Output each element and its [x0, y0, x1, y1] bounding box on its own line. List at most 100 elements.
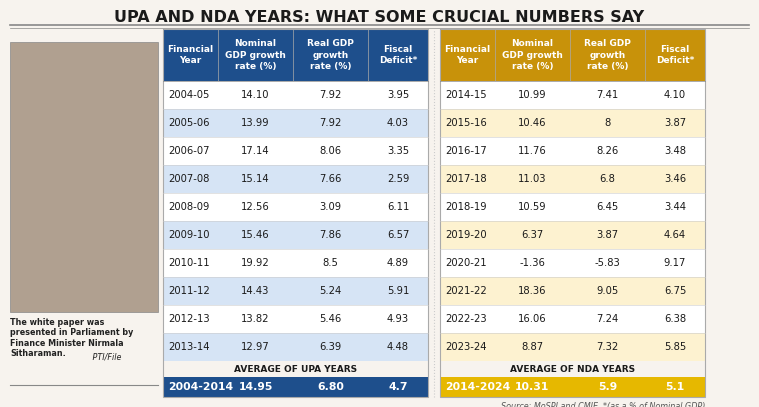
Text: 13.99: 13.99	[241, 118, 269, 128]
Text: Nominal
GDP growth
rate (%): Nominal GDP growth rate (%)	[502, 39, 563, 70]
Text: UPA AND NDA YEARS: WHAT SOME CRUCIAL NUMBERS SAY: UPA AND NDA YEARS: WHAT SOME CRUCIAL NUM…	[115, 10, 644, 25]
Bar	[440, 333, 705, 361]
Text: 5.24: 5.24	[320, 286, 342, 296]
Text: 3.35: 3.35	[387, 146, 409, 156]
Bar	[163, 193, 428, 221]
Text: Source: MoSPI and CMIE, *(as a % of Nominal GDP): Source: MoSPI and CMIE, *(as a % of Nomi…	[501, 402, 705, 407]
Text: 2009-10: 2009-10	[168, 230, 209, 240]
Text: 4.48: 4.48	[387, 342, 409, 352]
Bar	[440, 109, 705, 137]
Text: 9.17: 9.17	[664, 258, 686, 268]
Text: 6.37: 6.37	[521, 230, 543, 240]
Text: 3.46: 3.46	[664, 174, 686, 184]
Text: AVERAGE OF NDA YEARS: AVERAGE OF NDA YEARS	[510, 365, 635, 374]
Text: 2018-19: 2018-19	[445, 202, 487, 212]
Text: 7.41: 7.41	[597, 90, 619, 100]
Text: Fiscal
Deficit*: Fiscal Deficit*	[656, 45, 694, 65]
Text: 2007-08: 2007-08	[168, 174, 209, 184]
Text: 2016-17: 2016-17	[445, 146, 487, 156]
Text: 2017-18: 2017-18	[445, 174, 487, 184]
Text: 3.09: 3.09	[320, 202, 342, 212]
Text: 2015-16: 2015-16	[445, 118, 487, 128]
Text: 14.10: 14.10	[241, 90, 269, 100]
Text: 2022-23: 2022-23	[445, 314, 487, 324]
Text: 16.06: 16.06	[518, 314, 546, 324]
Bar	[163, 165, 428, 193]
Text: 6.11: 6.11	[387, 202, 409, 212]
Text: 3.87: 3.87	[597, 230, 619, 240]
Bar	[10, 42, 158, 312]
Text: 2014-2024: 2014-2024	[445, 382, 510, 392]
Text: 7.32: 7.32	[597, 342, 619, 352]
Text: 8.87: 8.87	[521, 342, 543, 352]
Text: 12.56: 12.56	[241, 202, 270, 212]
Text: 10.59: 10.59	[518, 202, 546, 212]
Bar	[440, 249, 705, 277]
Text: 5.46: 5.46	[320, 314, 342, 324]
Text: The white paper was
presented in Parliament by
Finance Minister Nirmala
Sitharam: The white paper was presented in Parliam…	[10, 318, 134, 358]
Bar	[163, 137, 428, 165]
Bar	[440, 81, 705, 109]
Text: -5.83: -5.83	[594, 258, 620, 268]
Text: 4.64: 4.64	[664, 230, 686, 240]
Bar	[163, 29, 428, 81]
Text: 15.46: 15.46	[241, 230, 269, 240]
Text: Real GDP
growth
rate (%): Real GDP growth rate (%)	[307, 39, 354, 70]
Text: 6.57: 6.57	[387, 230, 409, 240]
Text: 2019-20: 2019-20	[445, 230, 487, 240]
Text: 7.66: 7.66	[320, 174, 342, 184]
Text: 5.85: 5.85	[664, 342, 686, 352]
Text: 3.95: 3.95	[387, 90, 409, 100]
Text: 5.9: 5.9	[598, 382, 617, 392]
Text: AVERAGE OF UPA YEARS: AVERAGE OF UPA YEARS	[234, 365, 357, 374]
Bar	[163, 29, 428, 397]
Bar	[163, 109, 428, 137]
Text: 5.1: 5.1	[666, 382, 685, 392]
Text: 2023-24: 2023-24	[445, 342, 487, 352]
Text: 4.10: 4.10	[664, 90, 686, 100]
Bar	[440, 305, 705, 333]
Bar	[163, 221, 428, 249]
Text: 12.97: 12.97	[241, 342, 270, 352]
Text: 4.89: 4.89	[387, 258, 409, 268]
Text: 14.43: 14.43	[241, 286, 269, 296]
Text: 6.38: 6.38	[664, 314, 686, 324]
Text: 17.14: 17.14	[241, 146, 269, 156]
Bar	[440, 221, 705, 249]
Text: Fiscal
Deficit*: Fiscal Deficit*	[379, 45, 417, 65]
Text: 2014-15: 2014-15	[445, 90, 487, 100]
Text: 3.44: 3.44	[664, 202, 686, 212]
Text: 2004-2014: 2004-2014	[168, 382, 233, 392]
Text: 15.14: 15.14	[241, 174, 269, 184]
Text: 2013-14: 2013-14	[168, 342, 209, 352]
Text: 11.03: 11.03	[518, 174, 546, 184]
Text: 2011-12: 2011-12	[168, 286, 209, 296]
Text: 2008-09: 2008-09	[168, 202, 209, 212]
Text: 8.06: 8.06	[320, 146, 342, 156]
Text: Nominal
GDP growth
rate (%): Nominal GDP growth rate (%)	[225, 39, 286, 70]
Bar	[440, 361, 705, 377]
Text: 3.87: 3.87	[664, 118, 686, 128]
Text: 14.95: 14.95	[238, 382, 272, 392]
Text: 7.92: 7.92	[320, 118, 342, 128]
Text: 6.75: 6.75	[664, 286, 686, 296]
Text: 2005-06: 2005-06	[168, 118, 209, 128]
Text: 2020-21: 2020-21	[445, 258, 487, 268]
Text: 18.36: 18.36	[518, 286, 546, 296]
Text: 6.39: 6.39	[320, 342, 342, 352]
Bar	[440, 165, 705, 193]
Bar	[440, 29, 705, 81]
Text: Financial
Year: Financial Year	[445, 45, 490, 65]
Text: 7.92: 7.92	[320, 90, 342, 100]
Bar	[163, 81, 428, 109]
Text: 6.8: 6.8	[600, 174, 616, 184]
Bar	[440, 137, 705, 165]
Bar	[163, 249, 428, 277]
Text: 2.59: 2.59	[387, 174, 409, 184]
Text: 2004-05: 2004-05	[168, 90, 209, 100]
Text: 2012-13: 2012-13	[168, 314, 209, 324]
Text: 13.82: 13.82	[241, 314, 269, 324]
Text: 2006-07: 2006-07	[168, 146, 209, 156]
Text: 5.91: 5.91	[387, 286, 409, 296]
Bar	[440, 377, 705, 397]
